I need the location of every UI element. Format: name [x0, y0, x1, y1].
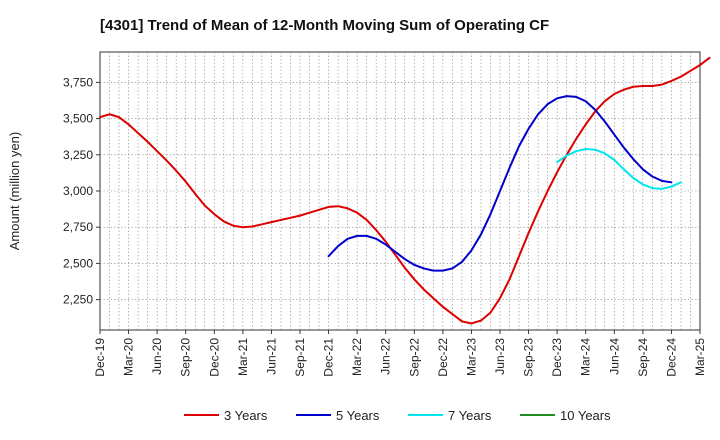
x-tick-label: Mar-20 — [122, 338, 136, 376]
x-tick-label: Sep-21 — [293, 338, 307, 377]
x-tick-label: Sep-22 — [407, 338, 421, 377]
x-tick-label: Dec-23 — [550, 338, 564, 377]
y-axis-label: Amount (million yen) — [7, 132, 22, 251]
x-tick-label: Dec-19 — [93, 338, 107, 377]
x-tick-label: Jun-22 — [379, 338, 393, 375]
legend-label: 3 Years — [224, 408, 268, 423]
x-tick-label: Jun-20 — [150, 338, 164, 375]
series-lines — [99, 56, 711, 325]
x-tick-label: Dec-20 — [207, 338, 221, 377]
x-tick-label: Mar-24 — [579, 338, 593, 376]
x-tick-label: Sep-20 — [179, 338, 193, 377]
legend-label: 5 Years — [336, 408, 380, 423]
legend-label: 10 Years — [560, 408, 611, 423]
grid — [100, 52, 700, 330]
series-line-5-years — [327, 95, 673, 272]
y-tick-label: 3,250 — [63, 148, 93, 162]
legend: 3 Years 5 Years 7 Years 10 Years — [184, 408, 611, 423]
y-axis-ticks: 2,250 2,500 2,750 3,000 3,250 3,500 3,750 — [63, 75, 100, 307]
x-tick-label: Mar-23 — [464, 338, 478, 376]
x-tick-label: Mar-25 — [693, 338, 707, 376]
x-tick-label: Mar-21 — [236, 338, 250, 376]
x-tick-label: Jun-21 — [264, 338, 278, 375]
series-line-3-years — [99, 56, 711, 325]
x-tick-label: Mar-22 — [350, 338, 364, 376]
series-line-7-years — [556, 148, 682, 190]
x-tick-label: Dec-21 — [322, 338, 336, 377]
x-tick-label: Dec-24 — [664, 338, 678, 377]
y-tick-label: 2,250 — [63, 293, 93, 307]
y-tick-label: 3,750 — [63, 75, 93, 89]
plot-area — [99, 51, 701, 331]
x-tick-label: Sep-24 — [636, 338, 650, 377]
y-tick-label: 2,750 — [63, 220, 93, 234]
y-tick-label: 3,500 — [63, 112, 93, 126]
legend-label: 7 Years — [448, 408, 492, 423]
x-tick-label: Jun-24 — [607, 338, 621, 375]
y-tick-label: 3,000 — [63, 184, 93, 198]
x-axis-ticks: Dec-19 Mar-20 Jun-20 Sep-20 Dec-20 Mar-21 Jun-… — [93, 330, 707, 377]
x-tick-label: Jun-23 — [493, 338, 507, 375]
x-tick-label: Dec-22 — [436, 338, 450, 377]
y-tick-label: 2,500 — [63, 256, 93, 270]
x-tick-label: Sep-23 — [522, 338, 536, 377]
chart-title: [4301] Trend of Mean of 12-Month Moving … — [100, 17, 549, 34]
